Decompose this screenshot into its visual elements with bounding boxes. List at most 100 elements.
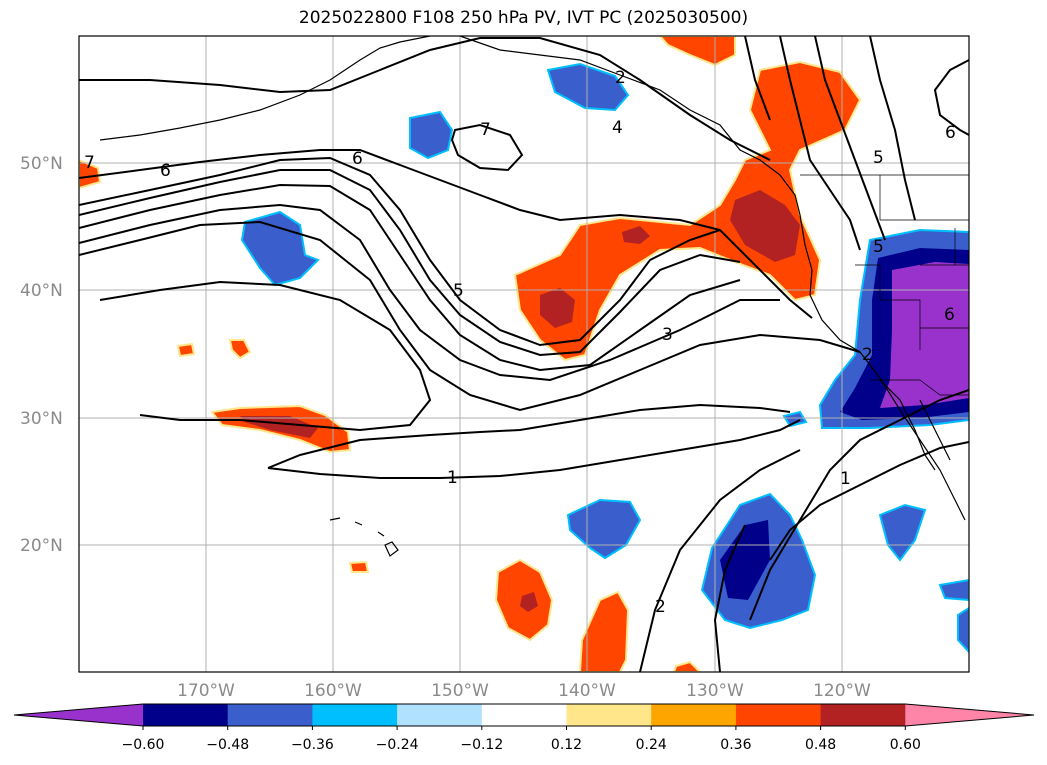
contour-band-1 (79, 156, 721, 347)
contour-band-4 (79, 203, 780, 382)
lat-axis-labels: 50°N 40°N 30°N 20°N (20, 154, 63, 556)
contour-3 (79, 220, 861, 412)
state-lines (855, 175, 969, 350)
contour-label: 6 (945, 123, 956, 143)
anomaly-neg-small-1 (782, 410, 808, 428)
hawaii (329, 517, 399, 557)
anomaly-small-1 (176, 342, 196, 358)
lon-axis-labels: 170°W 160°W 150°W 140°W 130°W 120°W (177, 681, 871, 701)
anomaly-core-2 (540, 288, 575, 328)
colorbar-tick-label: −0.24 (375, 737, 419, 753)
contour-label: 2 (862, 345, 873, 365)
colorbar-segment (651, 704, 737, 726)
colorbar-tick-label: 0.60 (889, 737, 921, 753)
colorbar-segment (312, 704, 398, 726)
contour-label: 5 (873, 237, 884, 257)
contour-label: 5 (873, 148, 884, 168)
gridlines (79, 36, 969, 672)
lon-label-140w: 140°W (558, 681, 616, 701)
contour-south-2 (749, 389, 969, 621)
lon-label-170w: 170°W (177, 681, 235, 701)
colorbar-segment (481, 704, 567, 726)
contour-east-3 (869, 36, 916, 221)
contour-6-outer (79, 149, 813, 319)
anomaly-south-3 (672, 660, 702, 672)
contour-label: 3 (662, 325, 673, 345)
contour-south-3 (639, 449, 801, 672)
colorbar-tick-label: −0.60 (121, 737, 165, 753)
colorbar-tick-label: −0.48 (206, 737, 250, 753)
map-frame (78, 35, 970, 673)
anomaly-south-2 (578, 590, 630, 672)
anomaly-left-edge (79, 158, 102, 190)
anomaly-south-1-core (520, 592, 538, 612)
contour-band-2 (79, 169, 741, 357)
contour-label: 6 (944, 305, 955, 325)
contour-label: 5 (453, 281, 464, 301)
contour-label-group: 7 6 6 7 4 5 6 5 2 3 5 6 2 1 1 2 (84, 68, 956, 617)
baja (879, 379, 951, 471)
anomaly-core-3 (622, 226, 650, 244)
colorbar-segment (143, 704, 229, 726)
anomaly-small-2 (228, 339, 252, 360)
contour-east-4 (744, 36, 771, 121)
contour-loop (99, 280, 432, 432)
anomaly-neg-center (409, 110, 454, 160)
contour-label: 6 (160, 161, 171, 181)
colorbar-tick-label: 0.48 (805, 737, 837, 753)
anomaly-neg-north (546, 62, 630, 112)
colorbar-segment (820, 704, 906, 726)
colorbar-extend-min (14, 704, 143, 726)
contour-label: 2 (655, 597, 666, 617)
figure-title: 2025022800 F108 250 hPa PV, IVT PC (2025… (298, 8, 749, 28)
colorbar-segment (397, 704, 483, 726)
contour-label: 7 (84, 153, 95, 173)
anomaly-neg-east-3 (957, 606, 969, 654)
lon-label-160w: 160°W (304, 681, 362, 701)
colorbar (13, 703, 1035, 730)
lon-label-120w: 120°W (813, 681, 871, 701)
lat-label-30: 30°N (20, 409, 63, 429)
lon-label-150w: 150°W (431, 681, 489, 701)
colorbar-tick-label: 0.24 (635, 737, 667, 753)
colorbar-segment (566, 704, 652, 726)
contour-label: 2 (615, 68, 626, 88)
anomaly-neg-south-2-core (720, 520, 770, 600)
contour-south-1 (769, 441, 969, 561)
anomaly-small-3 (348, 560, 370, 573)
contour-top (79, 37, 771, 161)
colorbar-segment (735, 704, 822, 726)
contour-label: 1 (447, 468, 458, 488)
lat-label-40: 40°N (20, 281, 63, 301)
contour-label: 4 (612, 118, 623, 138)
contour-south-4 (713, 524, 746, 672)
colorbar-tick-label: −0.36 (290, 737, 334, 753)
contour-label: 1 (840, 469, 851, 489)
anomaly-core-1 (730, 190, 800, 262)
contour-7-loop (450, 123, 524, 172)
colorbar-tick-label: 0.12 (550, 737, 583, 753)
contour-label: 7 (480, 120, 491, 140)
anomaly-main-band (513, 60, 862, 362)
lat-label-20: 20°N (20, 536, 63, 556)
negative-pv-anomalies (240, 62, 969, 654)
contour-label: 6 (352, 149, 363, 169)
anomaly-neg-east-2 (938, 578, 969, 602)
colorbar-extend-max (905, 704, 1034, 726)
contour-east-2 (814, 36, 886, 241)
colorbar-segment (227, 704, 313, 726)
ivt-contours (79, 36, 969, 672)
anomaly-neg-sw-us-core (880, 262, 969, 408)
contour-6-ne (933, 59, 969, 136)
anomaly-neg-west (240, 210, 320, 287)
alaska-coast (99, 36, 801, 216)
contour-1 (267, 403, 801, 479)
contour-band-3 (79, 183, 741, 372)
contour-east-1 (779, 36, 861, 251)
borders (800, 174, 969, 396)
lon-label-130w: 130°W (686, 681, 744, 701)
lat-label-50: 50°N (20, 154, 63, 174)
colorbar-tick-label: −0.12 (460, 737, 504, 753)
colorbar-tick-label: 0.36 (720, 737, 752, 753)
